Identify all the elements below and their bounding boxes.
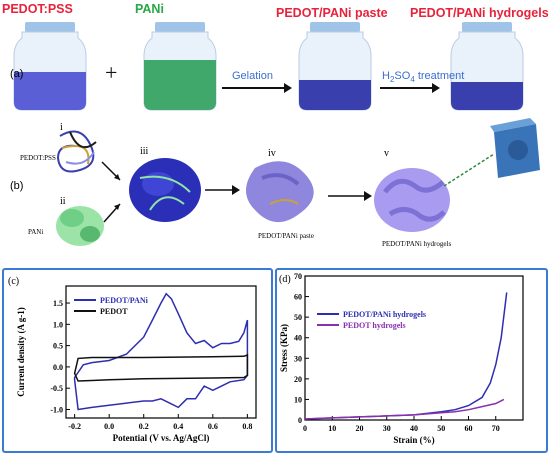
cv-chart: -0.2 0.0 0.2 0.4 0.6 0.8 -1.0 -0.5 0.0 0.5 1.0 1.5 P… xyxy=(8,276,257,443)
y-tick-label: 70 xyxy=(294,272,302,281)
y-tick-label: 30 xyxy=(294,354,302,363)
label-pani: PANi xyxy=(135,2,164,16)
x-tick-label: 20 xyxy=(356,424,364,433)
hydrogel-structure xyxy=(374,168,450,232)
gelation-label: Gelation xyxy=(232,70,273,82)
x-tick-label: -0.2 xyxy=(68,422,81,431)
y-tick-label: 50 xyxy=(294,313,302,322)
step-iv: iv xyxy=(268,148,276,159)
structure-illustration xyxy=(56,118,540,246)
panel-b: i ii iii iv v PEDOT:PSS (b) PANi PEDOT/P… xyxy=(0,118,550,268)
step-v: v xyxy=(384,148,389,159)
panel-tag: (d) xyxy=(279,274,291,285)
x-tick-label: 10 xyxy=(328,424,336,433)
h2so4-label: H2SO4 treatment xyxy=(382,70,464,84)
x-tick-label: 60 xyxy=(465,424,473,433)
pani-cluster xyxy=(56,206,104,246)
y-tick-label: 1.0 xyxy=(53,320,63,329)
y-tick-label: -0.5 xyxy=(50,384,63,393)
h2so4-suffix: treatment xyxy=(414,70,465,82)
x-tick-label: 0 xyxy=(303,424,307,433)
label-b-paste: PEDOT/PANi paste xyxy=(258,232,314,240)
h2so4-prefix: H xyxy=(382,70,390,82)
legend-label: PEDOT xyxy=(100,307,128,316)
y-tick-label: 0 xyxy=(298,416,302,425)
y-tick-label: 1.5 xyxy=(53,299,63,308)
panel-a: PEDOT:PSS PANi PEDOT/PANi paste PEDOT/PA… xyxy=(0,0,550,120)
series-line xyxy=(73,353,249,382)
panel-a-tag: (a) xyxy=(10,68,24,80)
x-tick-label: 0.0 xyxy=(104,422,114,431)
h2so4-sub1: 2 xyxy=(389,75,395,85)
x-tick-label: 0.2 xyxy=(139,422,149,431)
label-b-pedot-pss: PEDOT:PSS xyxy=(20,154,56,162)
x-tick-label: 50 xyxy=(437,424,445,433)
panel-c-frame: -0.2 0.0 0.2 0.4 0.6 0.8 -1.0 -0.5 0.0 0.5 1.0 1.5 P… xyxy=(2,268,273,453)
legend-label: PEDOT hydrogels xyxy=(343,321,406,330)
x-axis-label: Strain (%) xyxy=(393,435,434,445)
x-tick-label: 0.6 xyxy=(208,422,218,431)
y-axis-label: Stress (KPa) xyxy=(279,324,289,372)
y-axis-label: Current density (A g-1) xyxy=(16,307,26,397)
panel-tag: (c) xyxy=(8,276,19,287)
step-iii: iii xyxy=(140,146,149,157)
y-tick-label: 0.5 xyxy=(53,342,63,351)
x-tick-label: 0.8 xyxy=(242,422,252,431)
composite-blob xyxy=(129,158,201,222)
y-tick-label: 0.0 xyxy=(53,363,63,372)
h2so4-mid: SO xyxy=(394,70,411,82)
y-tick-label: 40 xyxy=(294,334,302,343)
pedot-pss-coils xyxy=(56,130,97,173)
x-tick-label: 0.4 xyxy=(173,422,183,431)
label-b-hydrogels: PEDOT/PANi hydrogels xyxy=(382,240,452,248)
y-tick-label: 60 xyxy=(294,293,302,302)
step-i: i xyxy=(60,122,63,133)
paste-structure xyxy=(246,161,314,223)
series-line xyxy=(73,292,249,411)
label-hydrogels: PEDOT/PANi hydrogels xyxy=(410,6,549,20)
x-axis-label: Potential (V vs. Ag/AgCl) xyxy=(113,433,210,443)
plot-area xyxy=(304,275,524,421)
legend-label: PEDOT/PANi hydrogels xyxy=(343,310,426,319)
vial-pedot-pss xyxy=(13,22,87,111)
x-tick-label: 40 xyxy=(410,424,418,433)
vial-paste xyxy=(298,22,372,111)
vials-illustration: + xyxy=(13,22,524,111)
panel-d-frame: 0 10 20 30 40 50 60 70 0 10 20 30 40 50 60 70 Strain (%)… xyxy=(275,268,548,453)
panel-b-tag: (b) xyxy=(10,180,24,192)
y-tick-label: 20 xyxy=(294,375,302,384)
label-pedot-pss: PEDOT:PSS xyxy=(2,2,73,16)
y-tick-label: 10 xyxy=(294,395,302,404)
plus-sign: + xyxy=(105,60,117,85)
h2so4-sub2: 4 xyxy=(410,75,415,85)
x-tick-label: 30 xyxy=(383,424,391,433)
plot-area xyxy=(65,285,257,419)
series-line xyxy=(304,398,505,420)
stress-strain-chart: 0 10 20 30 40 50 60 70 0 10 20 30 40 50 60 70 Strain (%)… xyxy=(279,272,524,445)
step-ii: ii xyxy=(60,196,66,207)
vial-pani xyxy=(143,22,217,111)
x-tick-label: 70 xyxy=(492,424,500,433)
vial-hydrogels xyxy=(450,22,524,111)
label-b-pani: PANi xyxy=(28,228,44,236)
label-paste: PEDOT/PANi paste xyxy=(276,6,388,20)
hydrogel-zoom-cube xyxy=(490,118,540,178)
y-tick-label: -1.0 xyxy=(50,405,63,414)
legend-label: PEDOT/PANi xyxy=(100,296,149,305)
